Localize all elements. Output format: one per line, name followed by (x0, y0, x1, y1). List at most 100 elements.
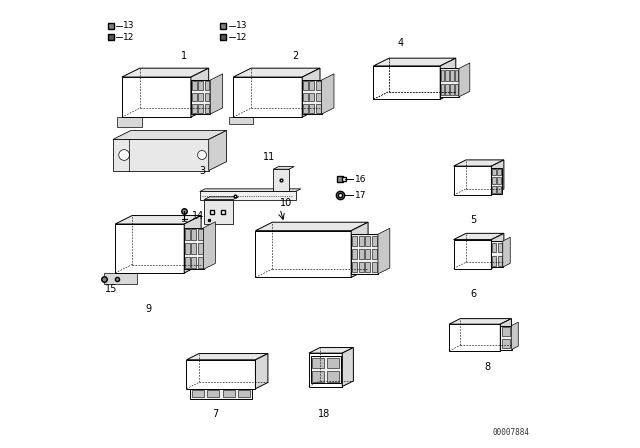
Bar (498, 256, 502, 266)
Polygon shape (113, 130, 227, 139)
Bar (198, 93, 203, 101)
Bar (309, 104, 314, 113)
Polygon shape (302, 80, 321, 114)
Bar (303, 93, 308, 101)
Bar (205, 82, 209, 90)
Polygon shape (200, 189, 301, 191)
Text: 16: 16 (355, 175, 366, 184)
Text: 13: 13 (124, 22, 134, 30)
Bar (207, 390, 219, 397)
Polygon shape (500, 326, 511, 349)
Bar (352, 236, 357, 246)
Text: 1: 1 (181, 52, 188, 61)
Bar (492, 177, 496, 184)
Text: 15: 15 (105, 284, 117, 293)
Polygon shape (373, 66, 440, 99)
Bar (455, 84, 458, 95)
Text: 00007884: 00007884 (492, 428, 529, 437)
Bar (502, 339, 510, 348)
Polygon shape (255, 353, 268, 389)
Bar (365, 249, 371, 259)
Polygon shape (310, 357, 340, 383)
Text: 7: 7 (212, 409, 218, 419)
Text: 17: 17 (355, 190, 366, 199)
Polygon shape (492, 241, 503, 267)
Polygon shape (503, 237, 510, 267)
Bar (185, 229, 190, 240)
Bar (192, 390, 204, 397)
Text: 8: 8 (484, 362, 490, 372)
Bar (365, 236, 371, 246)
Bar (445, 84, 449, 95)
Bar (492, 243, 497, 253)
Polygon shape (113, 139, 209, 171)
Bar (198, 82, 203, 90)
Bar (191, 243, 196, 254)
Bar (455, 70, 458, 81)
Polygon shape (209, 130, 227, 171)
Bar (372, 249, 377, 259)
Text: 14: 14 (192, 211, 204, 221)
Polygon shape (255, 222, 368, 231)
Polygon shape (117, 117, 142, 127)
Bar (223, 390, 235, 397)
Bar (352, 262, 357, 272)
Polygon shape (454, 233, 504, 240)
Bar (205, 104, 209, 113)
Polygon shape (454, 160, 504, 166)
Bar (441, 84, 444, 95)
Bar (445, 70, 449, 81)
Text: 18: 18 (318, 409, 331, 419)
Bar (191, 257, 196, 267)
Polygon shape (204, 222, 216, 269)
Text: 6: 6 (470, 289, 477, 298)
Bar (198, 243, 203, 254)
Bar (198, 104, 203, 113)
Bar (191, 229, 196, 240)
Polygon shape (186, 360, 255, 389)
Polygon shape (191, 80, 210, 114)
Bar (303, 82, 308, 90)
Polygon shape (378, 228, 390, 274)
Polygon shape (228, 117, 253, 124)
Text: 10: 10 (280, 198, 292, 208)
Bar (185, 257, 190, 267)
Bar (441, 70, 444, 81)
Polygon shape (233, 77, 302, 117)
Bar (492, 168, 496, 175)
Bar (497, 177, 501, 184)
Bar (309, 93, 314, 101)
Polygon shape (210, 74, 223, 114)
Polygon shape (492, 168, 502, 194)
Polygon shape (449, 319, 511, 324)
Polygon shape (373, 58, 456, 66)
Text: 5: 5 (470, 215, 477, 225)
Text: 12: 12 (124, 33, 134, 42)
Bar (198, 229, 203, 240)
Polygon shape (500, 319, 511, 351)
Bar (198, 257, 203, 267)
Bar (450, 84, 454, 95)
Bar (492, 186, 496, 193)
Polygon shape (186, 353, 268, 360)
Polygon shape (200, 191, 296, 199)
Bar (191, 82, 196, 90)
Polygon shape (115, 224, 184, 273)
Polygon shape (309, 348, 353, 353)
Polygon shape (255, 231, 351, 277)
Bar (205, 93, 209, 101)
Text: 12: 12 (236, 33, 247, 42)
Bar (450, 70, 454, 81)
Bar (316, 104, 321, 113)
Polygon shape (511, 322, 518, 349)
Polygon shape (492, 160, 504, 195)
Polygon shape (454, 166, 492, 195)
Polygon shape (342, 348, 353, 387)
Text: 13: 13 (236, 22, 247, 30)
Bar (185, 243, 190, 254)
Polygon shape (122, 77, 191, 117)
Bar (316, 93, 321, 101)
Polygon shape (321, 74, 334, 114)
Text: 4: 4 (397, 38, 403, 48)
Bar (358, 249, 364, 259)
